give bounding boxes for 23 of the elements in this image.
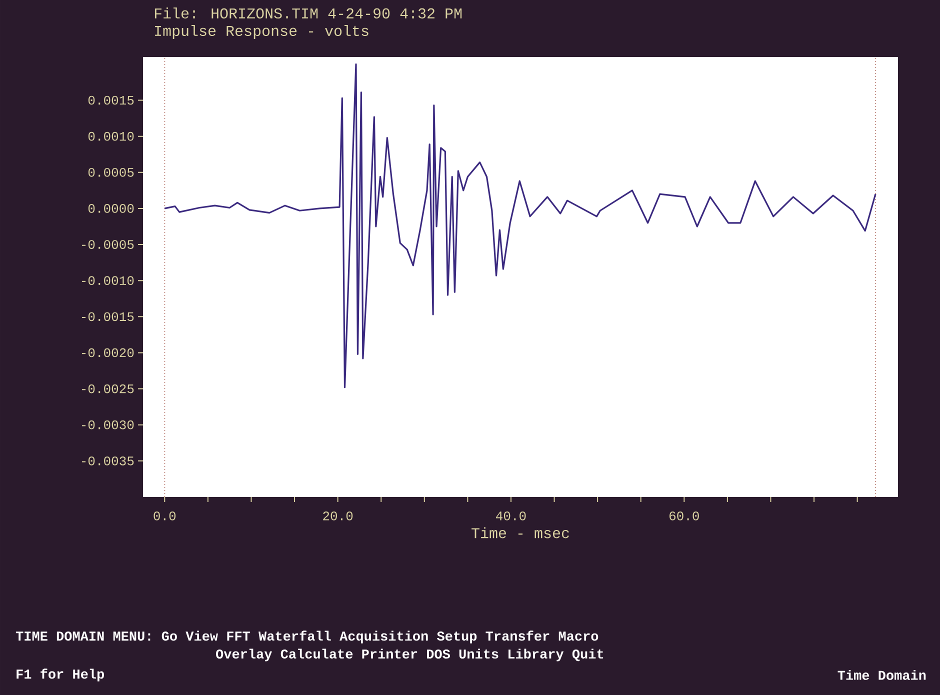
x-tick-label: 0.0 xyxy=(154,512,176,520)
y-tick-label: 0.0000 xyxy=(88,204,134,213)
line-series xyxy=(164,63,876,388)
y-tick-label: 0.0010 xyxy=(88,132,134,141)
text: F1 for Help xyxy=(16,668,104,682)
text: TIME DOMAIN MENU: Go View FFT Waterfall Acquisition Setup Transfer Macro xyxy=(16,630,598,644)
text: Overlay Calculate Printer DOS Units Library Quit xyxy=(216,648,604,662)
x-axis-title: Time - msec xyxy=(472,527,569,538)
y-tick-label: -0.0030 xyxy=(82,420,134,430)
y-tick-label: -0.0035 xyxy=(82,456,134,466)
y-tick-label: 0.0015 xyxy=(88,96,134,105)
y-tick-label: -0.0020 xyxy=(82,348,134,358)
y-tick-label: 0.0005 xyxy=(88,168,134,177)
text: Time Domain xyxy=(838,670,926,680)
y-tick-label: -0.0005 xyxy=(82,240,134,249)
x-tick-label: 60.0 xyxy=(670,512,699,520)
chart-subtitle: Impulse Response - volts xyxy=(155,24,368,39)
x-tick-label: 40.0 xyxy=(496,512,526,520)
x-tick-label: 20.0 xyxy=(323,512,353,520)
y-tick-label: -0.0015 xyxy=(82,312,134,322)
chart-title: File: HORIZONS.TIM 4-24-90 4:32 PM xyxy=(154,7,462,18)
y-tick-label: -0.0025 xyxy=(82,384,134,394)
y-tick-label: -0.0010 xyxy=(82,276,134,286)
